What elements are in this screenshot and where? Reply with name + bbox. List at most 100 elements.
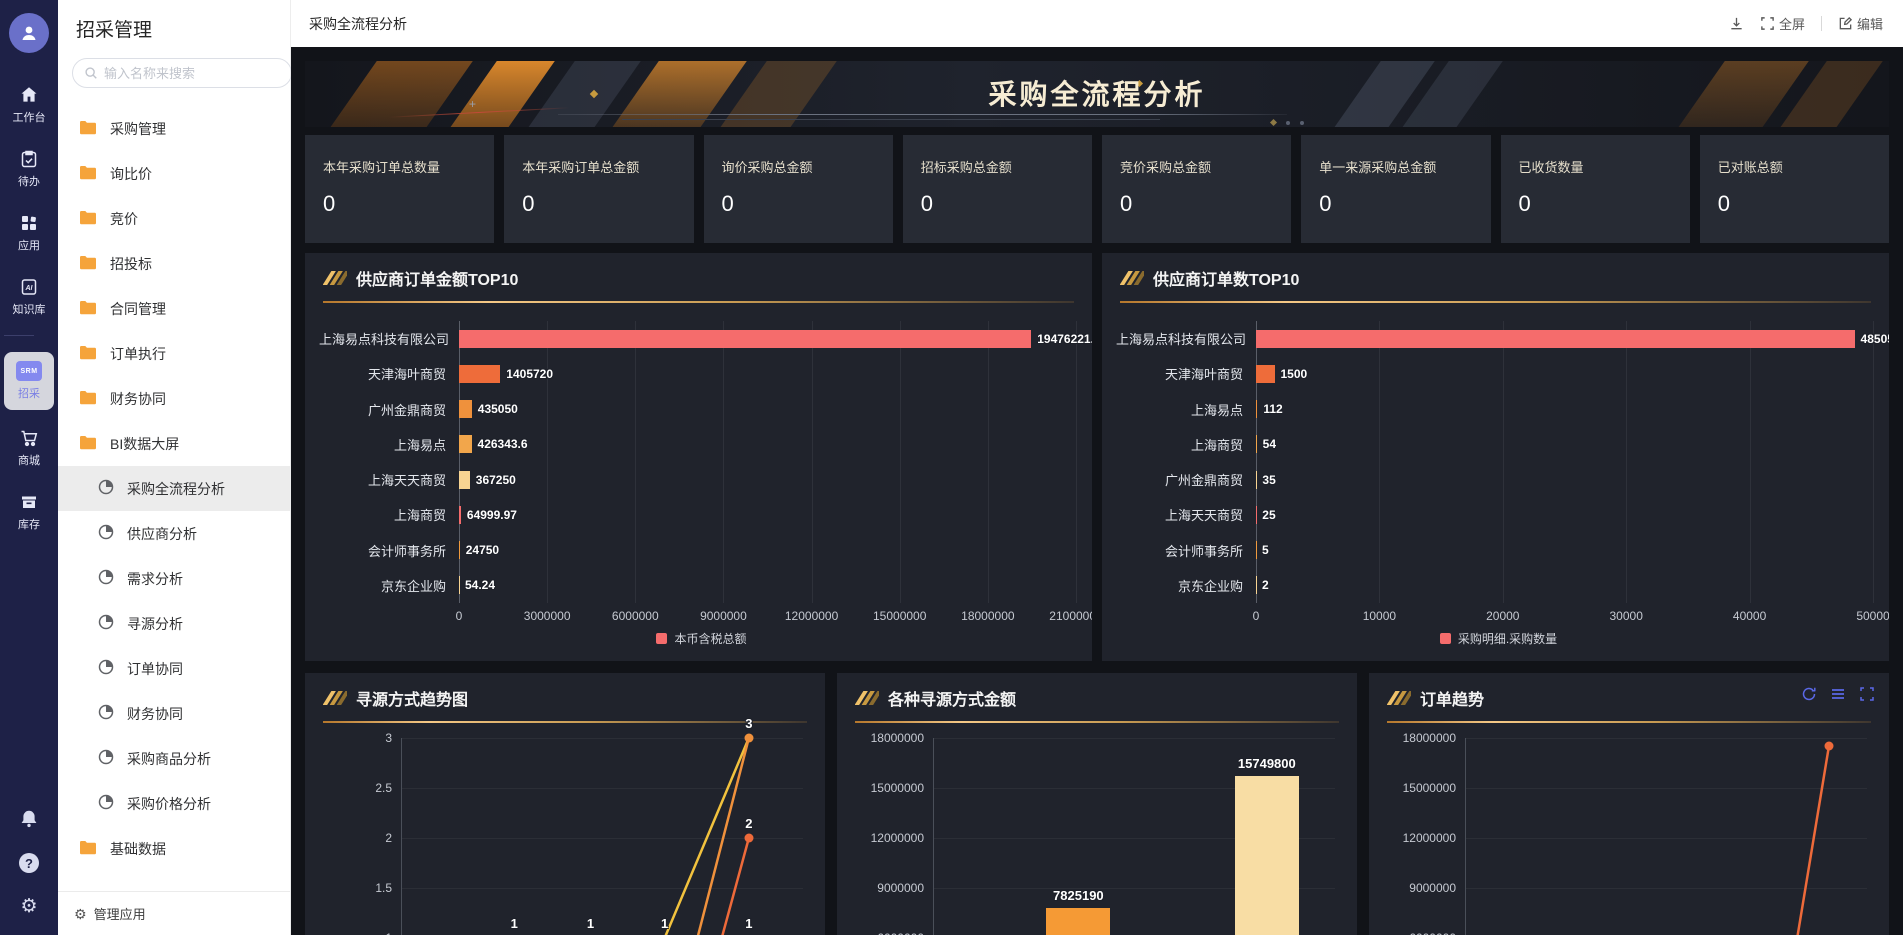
y-tick: 6000000: [877, 931, 924, 935]
manage-gear-icon: ⚙: [74, 905, 87, 922]
kpi-value: 0: [522, 191, 535, 216]
refresh-icon[interactable]: [1801, 686, 1817, 702]
category-label: 上海易点: [1190, 402, 1243, 418]
sidebar-folder-7[interactable]: BI数据大屏: [58, 421, 290, 466]
bar: [1256, 505, 1257, 524]
topbar-actions: 全屏 编辑: [1729, 14, 1883, 33]
sidebar-folder-6[interactable]: 财务协同: [58, 376, 290, 421]
sidebar-folder-label: 基础数据: [110, 840, 166, 857]
bar: [1256, 541, 1257, 560]
point-label: 1: [745, 916, 753, 931]
rail-item-mall[interactable]: 商城: [4, 428, 54, 468]
hbar-chart-supplier-amount: 上海易点科技有限公司 19476221.4 天津海叶商贸 1405720 广州金鼎商贸 4…: [305, 303, 1092, 661]
sidebar-item-采购全流程分析[interactable]: 采购全流程分析: [58, 466, 290, 511]
data-point: [744, 733, 754, 743]
bar: [1256, 435, 1257, 454]
bar-area: 48505: [1256, 321, 1889, 356]
sidebar-folder-8[interactable]: 基础数据: [58, 826, 290, 871]
list-icon[interactable]: [1830, 686, 1846, 702]
chart-title: 供应商订单金额TOP10: [356, 272, 519, 289]
rail-item-workbench[interactable]: 工作台: [4, 85, 54, 125]
gridline: [402, 738, 803, 739]
panel-head: 寻源方式趋势图: [305, 673, 825, 723]
grid-icon: [19, 213, 39, 233]
bell-icon[interactable]: [19, 809, 39, 829]
user-avatar[interactable]: [9, 13, 49, 53]
sidebar-item-采购商品分析[interactable]: 采购商品分析: [58, 736, 290, 781]
fullscreen-button[interactable]: 全屏: [1760, 14, 1805, 33]
sidebar-item-需求分析[interactable]: 需求分析: [58, 556, 290, 601]
category-label: 上海商贸: [1190, 437, 1243, 453]
sidebar-item-采购价格分析[interactable]: 采购价格分析: [58, 781, 290, 826]
topbar: 采购全流程分析 全屏 编辑: [291, 0, 1903, 47]
rail-item-knowledge[interactable]: AI 知识库: [4, 277, 54, 317]
fullscreen-label: 全屏: [1778, 17, 1805, 32]
help-icon[interactable]: ?: [19, 853, 39, 873]
sidebar-folder-label: 采购管理: [110, 120, 166, 137]
rail-item-todo[interactable]: 待办: [4, 149, 54, 189]
bar-value-label: 35: [1262, 472, 1276, 487]
hbar-rows: 上海易点科技有限公司 19476221.4 天津海叶商贸 1405720 广州金鼎商贸 4…: [319, 321, 1092, 603]
edit-button[interactable]: 编辑: [1838, 14, 1883, 33]
sidebar-folder-0[interactable]: 采购管理: [58, 106, 290, 151]
download-button[interactable]: [1729, 16, 1744, 31]
legend-label: 本币含税总额: [674, 631, 747, 646]
folder-icon: [79, 210, 97, 228]
x-tick: 9000000: [700, 609, 747, 623]
bar-area: 64999.97: [459, 497, 1076, 532]
pie-chart-icon: [98, 524, 114, 543]
bar-row-天津海叶商贸: 天津海叶商贸 1405720: [319, 356, 1084, 391]
sidebar-item-订单协同[interactable]: 订单协同: [58, 646, 290, 691]
rail-item-srm[interactable]: SRM 招采: [4, 352, 54, 410]
kpi-card-5: 单一来源采购总金额 0: [1301, 135, 1491, 243]
fullscreen-icon[interactable]: [1859, 686, 1875, 702]
bar: [1256, 400, 1258, 419]
sidebar-folder-2[interactable]: 竞价: [58, 196, 290, 241]
search-input[interactable]: [104, 65, 280, 81]
rail-item-apps[interactable]: 应用: [4, 213, 54, 253]
sidebar-folder-1[interactable]: 询比价: [58, 151, 290, 196]
sidebar-folder-label: 询比价: [110, 165, 152, 182]
kpi-card-0: 本年采购订单总数量 0: [305, 135, 495, 243]
x-axis: 0 10000 20000 30000 40000 50000: [1253, 603, 1889, 625]
panel-head: 供应商订单金额TOP10: [305, 253, 1092, 303]
settings-gear-icon[interactable]: ⚙: [20, 896, 38, 917]
point-label: 1: [661, 916, 669, 931]
sidebar-item-label: 订单协同: [127, 660, 183, 677]
user-icon: [22, 26, 36, 40]
y-tick: 15000000: [1402, 781, 1456, 795]
category-label: 天津海叶商贸: [1164, 367, 1243, 383]
sidebar-item-label: 采购价格分析: [127, 795, 211, 812]
sidebar-folder-5[interactable]: 订单执行: [58, 331, 290, 376]
kpi-label: 已对账总额: [1717, 160, 1783, 175]
sidebar-folder-label: 竞价: [110, 210, 138, 227]
folder-icon: [79, 345, 97, 363]
bar: [459, 329, 1032, 348]
y-tick: 12000000: [870, 831, 924, 845]
manage-apps-button[interactable]: ⚙ 管理应用: [58, 891, 290, 935]
bar-area: 435050: [459, 392, 1076, 427]
bar-area: 25: [1256, 497, 1873, 532]
pie-chart-icon: [98, 614, 114, 633]
sidebar-item-供应商分析[interactable]: 供应商分析: [58, 511, 290, 556]
main-area: 采购全流程分析 全屏 编辑: [291, 0, 1903, 935]
sidebar-item-寻源分析[interactable]: 寻源分析: [58, 601, 290, 646]
bar-value-label: 15749800: [1237, 755, 1296, 771]
sidebar-folder-4[interactable]: 合同管理: [58, 286, 290, 331]
rail-item-inventory[interactable]: 库存: [4, 492, 54, 532]
data-point: [1824, 741, 1834, 751]
chart-title: 供应商订单数TOP10: [1153, 272, 1300, 289]
sidebar-item-财务协同[interactable]: 财务协同: [58, 691, 290, 736]
panel-order-trend: 订单趋势 18000000 15000000 12000000 9000000 6000…: [1369, 673, 1889, 935]
x-tick: 0: [455, 609, 463, 623]
panel-head: 订单趋势: [1369, 673, 1889, 723]
kpi-value: 0: [1319, 191, 1332, 216]
bar-value-label: 435050: [477, 402, 518, 417]
point-label: 1: [586, 916, 595, 931]
bar-value-label: 64999.97: [466, 507, 517, 522]
bar-area: 24750: [459, 533, 1076, 568]
gridline: [934, 888, 1335, 889]
kpi-card-6: 已收货数量 0: [1500, 135, 1690, 243]
sidebar-folder-3[interactable]: 招投标: [58, 241, 290, 286]
